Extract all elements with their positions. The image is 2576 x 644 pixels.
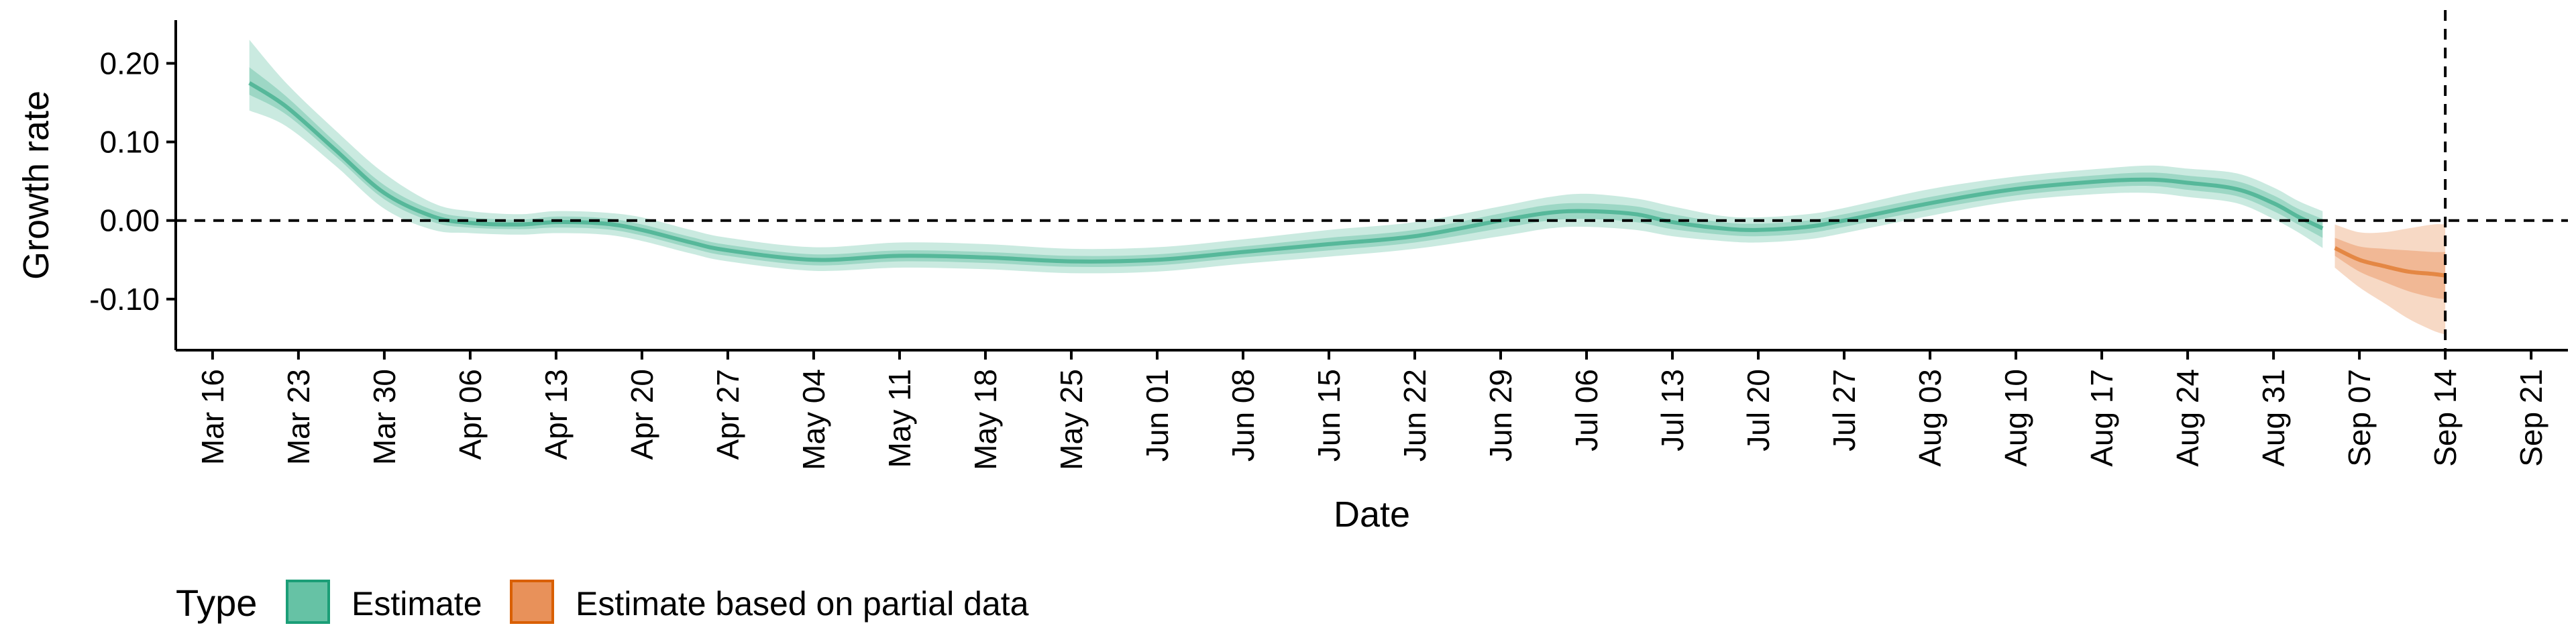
series-0-median-line (248, 81, 2324, 264)
x-tick-label: Aug 10 (1998, 369, 2033, 467)
x-tick-label: Apr 27 (710, 369, 745, 460)
x-tick-label: Sep 07 (2342, 369, 2377, 467)
x-tick-label: Jul 13 (1655, 369, 1690, 451)
axes: 0.20 0.10 0.00 -0.10 Mar 16 Mar 23 Mar 30 Apr 0… (16, 20, 2568, 535)
series-1-median-line (2334, 246, 2446, 278)
x-tick-label: Apr 13 (539, 369, 574, 460)
x-tick-label: May 04 (796, 369, 831, 470)
x-tick-label: Jun 29 (1483, 369, 1518, 462)
x-tick-label: Mar 16 (195, 369, 230, 465)
y-tick-label: 0.20 (99, 46, 160, 80)
y-tick-label: -0.10 (89, 282, 160, 317)
series-bands (249, 40, 2446, 335)
x-tick-label: Sep 14 (2428, 369, 2463, 467)
x-tick-label: Aug 24 (2170, 369, 2205, 467)
x-axis-title: Date (1334, 494, 1410, 535)
x-tick-label: Jun 15 (1311, 369, 1346, 462)
series-0-band-90 (249, 40, 2323, 274)
x-tick-label: Aug 03 (1913, 369, 1947, 467)
legend-swatch-0 (286, 580, 330, 624)
x-tick-label: Sep 21 (2514, 369, 2548, 467)
legend: Type Estimate Estimate based on partial da… (176, 580, 1029, 624)
legend-label-1: Estimate based on partial data (576, 585, 1029, 623)
x-tick-label: Jun 01 (1140, 369, 1175, 462)
y-tick-label: 0.10 (99, 125, 160, 160)
x-tick-label: Jun 08 (1226, 369, 1260, 462)
y-axis-title: Growth rate (16, 91, 56, 280)
x-tick-label: Jul 27 (1827, 369, 1862, 451)
legend-label-0: Estimate (352, 585, 482, 623)
y-tick-label: 0.00 (99, 203, 160, 238)
x-tick-label: Aug 17 (2084, 369, 2119, 467)
x-tick-label: May 25 (1054, 369, 1089, 470)
x-tick-label: May 11 (882, 369, 917, 468)
series-1-band-90 (2334, 224, 2446, 335)
legend-title: Type (176, 582, 257, 624)
x-tick-label: Mar 30 (367, 369, 402, 465)
x-tick-label: Mar 23 (281, 369, 316, 465)
x-tick-label: Apr 06 (453, 369, 488, 460)
x-tick-label: Jul 20 (1741, 369, 1776, 451)
x-tick-label: Apr 20 (625, 369, 659, 460)
x-tick-label: Jul 06 (1569, 369, 1604, 451)
series-lines (248, 81, 2446, 278)
x-tick-label: Jun 22 (1397, 369, 1432, 462)
legend-swatch-1 (510, 580, 554, 624)
x-tick-label: May 18 (968, 369, 1003, 470)
reference-lines (176, 10, 2568, 350)
x-tick-label: Aug 31 (2256, 369, 2291, 467)
